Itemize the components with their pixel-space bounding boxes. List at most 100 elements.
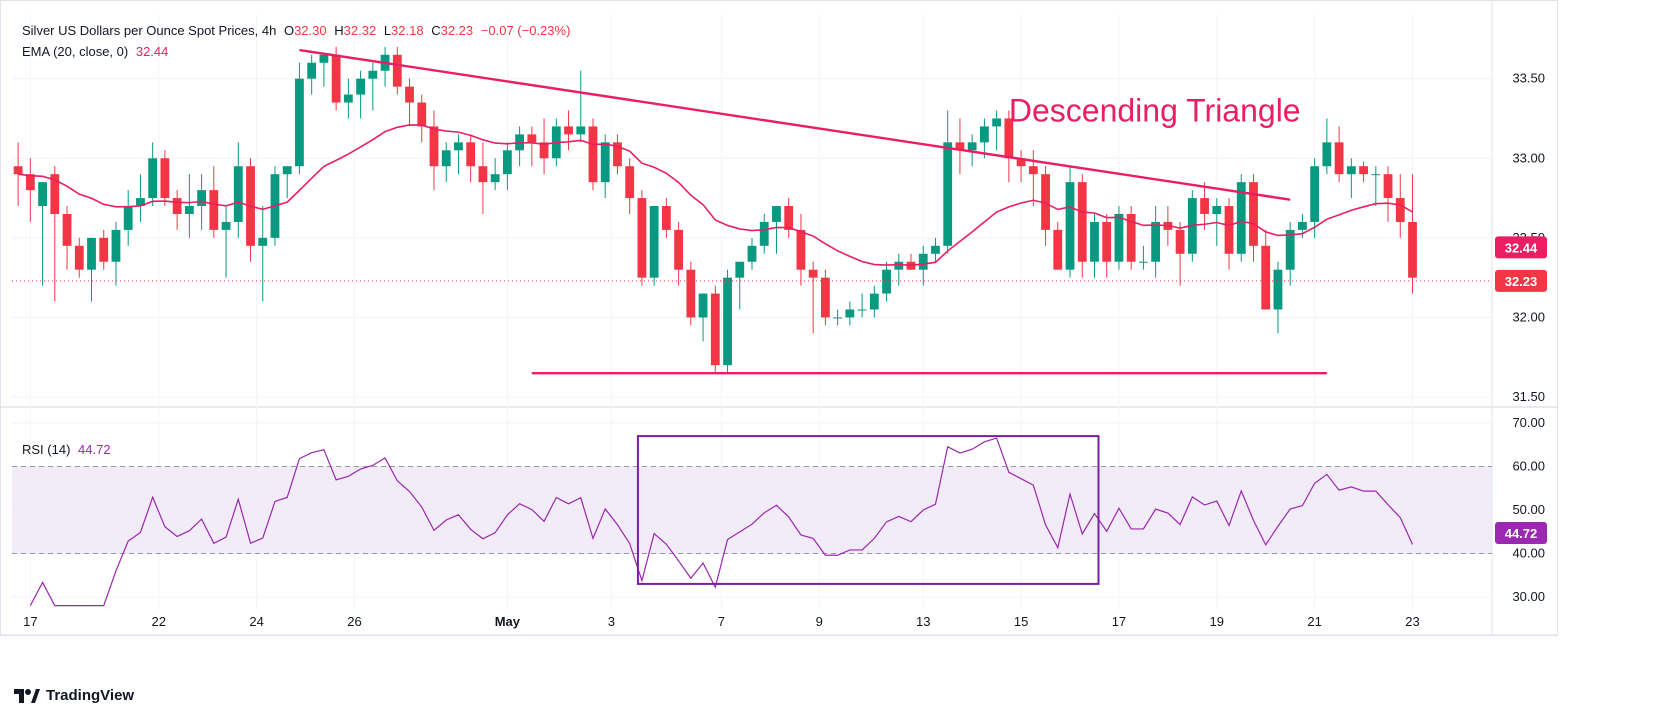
bullish-candle — [857, 309, 867, 311]
bearish-candle — [955, 142, 965, 151]
bullish-candle — [343, 94, 353, 103]
ema-line — [18, 124, 1413, 266]
bullish-candle — [600, 142, 610, 183]
rsi-value-badge-bg — [1495, 521, 1547, 544]
time-tick-label: 17 — [23, 614, 37, 629]
price-tick-label: 31.50 — [1512, 389, 1545, 404]
rsi-value: 44.72 — [78, 442, 111, 457]
current-price-badge-bg — [1495, 269, 1547, 292]
bearish-candle — [1224, 206, 1234, 254]
tradingview-logo[interactable]: TradingView — [14, 687, 134, 704]
time-tick-label: 24 — [249, 614, 263, 629]
bearish-candle — [588, 126, 598, 183]
bullish-candle — [735, 261, 745, 278]
current-price-badge: 32.23 — [1495, 269, 1547, 292]
ema-value: 32.44 — [135, 44, 169, 59]
bearish-candle — [99, 237, 109, 262]
rsi-panel — [12, 435, 1492, 607]
time-tick-label: 13 — [916, 614, 930, 629]
bullish-candle — [649, 206, 659, 278]
bearish-candle — [1102, 221, 1112, 262]
time-tick-label: 17 — [1112, 614, 1126, 629]
bearish-candle — [637, 198, 647, 278]
bullish-candle — [747, 245, 757, 262]
ema-legend: EMA (20, close, 0) 32.44 — [22, 44, 168, 59]
bearish-candle — [1028, 166, 1038, 175]
bearish-candle — [1016, 158, 1026, 167]
bullish-candle — [111, 229, 121, 262]
bearish-candle — [50, 174, 60, 214]
bearish-candle — [1041, 174, 1050, 230]
time-tick-label: 7 — [718, 614, 725, 629]
candlestick-series — [13, 46, 1417, 374]
bullish-candle — [882, 269, 891, 294]
rsi-tick-label: 40.00 — [1512, 545, 1545, 560]
bullish-candle — [1090, 221, 1099, 262]
rsi-tick-label: 60.00 — [1512, 459, 1545, 474]
bearish-candle — [429, 126, 439, 167]
high-value: 32.32 — [343, 23, 377, 38]
bullish-candle — [576, 126, 586, 135]
bullish-candle — [918, 253, 928, 270]
high-label: H — [334, 23, 344, 38]
axes: 33.5033.0032.5032.0031.5070.0060.0050.00… — [23, 71, 1547, 629]
bullish-candle — [1114, 213, 1124, 262]
time-tick-label: 19 — [1210, 614, 1224, 629]
bullish-candle — [441, 150, 451, 167]
bullish-candle — [1310, 166, 1320, 222]
time-tick-label: 26 — [347, 614, 361, 629]
bullish-candle — [319, 54, 329, 63]
bullish-candle — [282, 166, 292, 175]
bearish-candle — [1126, 213, 1136, 262]
rsi-value-badge: 44.72 — [1495, 521, 1547, 544]
bullish-candle — [38, 182, 47, 207]
bullish-candle — [869, 293, 879, 310]
bearish-candle — [1383, 174, 1393, 199]
bearish-candle — [1077, 182, 1087, 262]
bearish-candle — [1249, 182, 1258, 246]
bullish-candle — [123, 206, 133, 230]
bearish-candle — [160, 158, 170, 199]
rsi-range-box — [636, 435, 1100, 585]
bullish-candle — [1273, 269, 1283, 310]
bullish-candle — [490, 174, 500, 183]
low-label: L — [383, 23, 392, 38]
time-tick-label: 15 — [1014, 614, 1028, 629]
time-tick-label: 21 — [1307, 614, 1321, 629]
bullish-candle — [1212, 206, 1222, 214]
bullish-candle — [1151, 221, 1161, 262]
drawing-tools: Descending Triangle — [12, 48, 1492, 375]
bearish-candle — [25, 174, 35, 191]
descending-resistance-line — [299, 48, 1291, 201]
bearish-candle — [405, 86, 414, 103]
bullish-candle — [979, 126, 989, 143]
ema-price-badge-text: 32.44 — [1505, 240, 1538, 255]
bearish-candle — [1334, 142, 1344, 175]
time-tick-label: May — [495, 614, 521, 629]
bullish-candle — [87, 237, 96, 270]
bullish-candle — [184, 206, 194, 214]
time-tick-label: 3 — [608, 614, 615, 629]
bullish-candle — [1139, 261, 1148, 263]
bullish-candle — [368, 70, 378, 79]
bearish-candle — [172, 198, 182, 214]
rsi-tick-label: 50.00 — [1512, 502, 1545, 517]
bearish-candle — [1408, 221, 1417, 278]
bullish-candle — [197, 190, 206, 207]
bullish-candle — [1236, 182, 1246, 254]
rsi-tick-label: 70.00 — [1512, 415, 1545, 430]
bullish-candle — [894, 261, 904, 270]
bullish-candle — [992, 118, 1002, 127]
bearish-candle — [478, 166, 488, 183]
low-value: 32.18 — [391, 23, 424, 38]
bullish-candle — [454, 142, 463, 151]
bullish-candle — [1298, 221, 1307, 230]
price-tick-label: 33.50 — [1512, 71, 1545, 86]
bullish-candle — [258, 237, 268, 246]
bearish-candle — [784, 206, 794, 230]
ema-price-badge-bg — [1495, 236, 1547, 259]
price-tick-label: 33.00 — [1512, 150, 1545, 165]
bullish-candle — [136, 198, 145, 207]
bearish-candle — [1004, 118, 1014, 159]
